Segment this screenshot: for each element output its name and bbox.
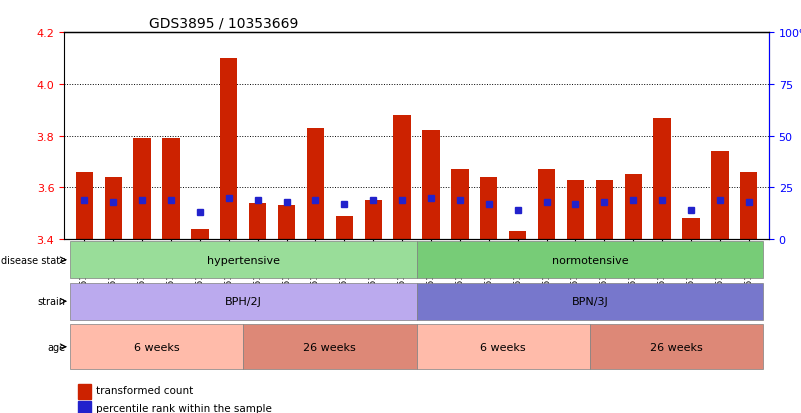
Bar xyxy=(654,118,670,240)
Text: normotensive: normotensive xyxy=(552,255,628,265)
Bar xyxy=(625,175,642,240)
FancyBboxPatch shape xyxy=(417,283,763,320)
Bar xyxy=(307,128,324,240)
Text: strain: strain xyxy=(38,297,66,306)
Bar xyxy=(596,180,613,240)
Bar xyxy=(537,170,555,240)
Bar xyxy=(509,232,526,240)
Text: BPH/2J: BPH/2J xyxy=(225,297,262,306)
Bar xyxy=(249,203,266,240)
FancyBboxPatch shape xyxy=(70,283,417,320)
Bar xyxy=(336,216,353,240)
Text: 6 weeks: 6 weeks xyxy=(481,342,526,352)
FancyBboxPatch shape xyxy=(417,325,590,369)
Bar xyxy=(451,170,469,240)
Text: 26 weeks: 26 weeks xyxy=(650,342,703,352)
Bar xyxy=(740,172,758,240)
Bar xyxy=(220,59,237,240)
Bar xyxy=(278,206,296,240)
Text: disease state: disease state xyxy=(1,255,66,265)
Text: hypertensive: hypertensive xyxy=(207,255,280,265)
Bar xyxy=(393,116,411,240)
Bar xyxy=(364,201,382,240)
Bar xyxy=(78,401,91,413)
Bar xyxy=(104,178,122,240)
Bar xyxy=(191,229,208,240)
Text: GDS3895 / 10353669: GDS3895 / 10353669 xyxy=(149,17,298,31)
Bar xyxy=(75,172,93,240)
Text: 6 weeks: 6 weeks xyxy=(134,342,179,352)
Bar xyxy=(711,152,729,240)
FancyBboxPatch shape xyxy=(417,242,763,279)
Bar xyxy=(163,139,179,240)
Text: transformed count: transformed count xyxy=(96,385,193,395)
Bar xyxy=(78,384,91,399)
Text: 26 weeks: 26 weeks xyxy=(304,342,356,352)
FancyBboxPatch shape xyxy=(244,325,417,369)
FancyBboxPatch shape xyxy=(70,242,417,279)
Bar xyxy=(422,131,440,240)
FancyBboxPatch shape xyxy=(70,325,244,369)
Bar xyxy=(134,139,151,240)
Bar xyxy=(480,178,497,240)
Bar xyxy=(682,219,699,240)
Text: BPN/3J: BPN/3J xyxy=(571,297,608,306)
Bar xyxy=(567,180,584,240)
Text: percentile rank within the sample: percentile rank within the sample xyxy=(96,403,272,413)
FancyBboxPatch shape xyxy=(590,325,763,369)
Text: age: age xyxy=(48,342,66,352)
